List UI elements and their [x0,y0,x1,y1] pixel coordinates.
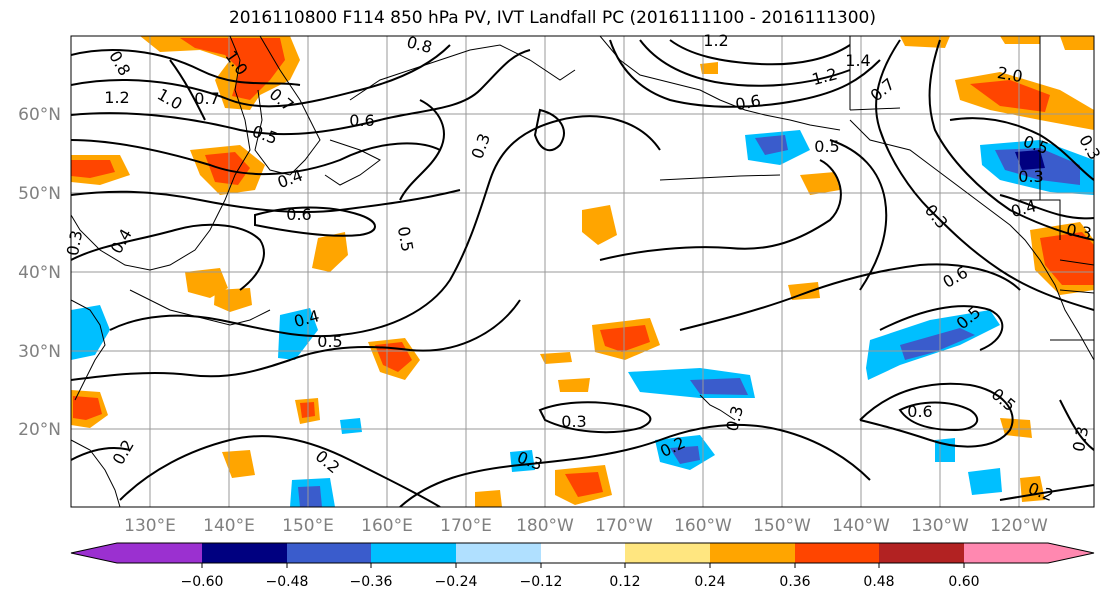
colorbar-segment [541,543,625,563]
colorbar-extend-min [71,543,117,563]
strong-positive-anomaly-region [600,325,650,352]
colorbar-tick-label: −0.48 [266,574,309,590]
colorbar-tick-label: −0.24 [435,574,478,590]
contour-label: 2.0 [996,63,1024,86]
lon-label: 180°W [516,516,574,536]
contour-label: 0.5 [814,137,839,156]
strong-negative-anomaly-region [298,486,322,507]
lon-label: 130°E [124,516,176,536]
map-title: 2016110800 F114 850 hPa PV, IVT Landfall… [228,8,876,28]
contour-label: 0.3 [561,412,586,431]
graticule [71,36,1094,507]
colorbar-tick-label: 0.48 [863,574,894,590]
contour-label: 0.3 [63,229,86,257]
colorbar-segment [202,543,287,563]
lon-label: 160°W [674,516,732,536]
colorbar-segment [371,543,456,563]
contour-label: 0.6 [349,111,374,130]
colorbar-ticks [201,563,965,568]
colorbar-segment [117,543,202,563]
pv-contours [71,39,1094,507]
lon-label: 140°E [203,516,255,536]
lat-label: 50°N [18,184,61,204]
colorbar-tick-label: −0.36 [350,574,393,590]
colorbar-segment [456,543,541,563]
contour-label: 0.3 [1069,425,1092,453]
colorbar-segment [795,543,879,563]
lon-label: 140°W [832,516,890,536]
colorbar: −0.60 −0.48 −0.36 −0.24 −0.12 0.12 0.24 … [70,542,1095,590]
contour-label: 0.7 [194,89,219,108]
colorbar-tick-labels: −0.60 −0.48 −0.36 −0.24 −0.12 0.12 0.24 … [181,574,980,590]
contour-label: 0.3 [1018,167,1043,186]
contour-label: 1.2 [703,31,728,50]
map-frame [70,35,1095,508]
contour-label: 0.5 [317,332,342,351]
positive-anomaly-region [1000,36,1040,44]
lat-label: 60°N [18,105,61,125]
colorbar-outline [70,542,1095,564]
negative-anomaly-region [71,305,110,360]
coastlines [71,36,1094,507]
colorbar-tick-label: 0.12 [609,574,640,590]
longitude-labels: 130°E 140°E 150°E 160°E 170°E 180°W 170°… [124,516,1048,536]
strong-positive-anomaly-region [180,38,285,100]
lat-label: 40°N [18,263,61,283]
lon-label: 160°E [361,516,413,536]
negative-anomaly-region [510,450,535,472]
contour-label: 0.6 [286,205,311,224]
lat-label: 20°N [18,420,61,440]
contour-label: 0.5 [394,225,417,253]
lon-label: 130°W [911,516,969,536]
lon-label: 170°E [440,516,492,536]
colorbar-segment [879,543,964,563]
lon-label: 120°W [990,516,1048,536]
positive-anomaly-region [214,288,252,312]
strong-positive-anomaly-region [71,160,115,178]
positive-anomaly-region [312,232,348,272]
strong-negative-anomaly-region [755,135,788,155]
positive-anomaly-region [558,378,590,392]
lat-label: 30°N [18,342,61,362]
contour-label: 0.6 [734,91,762,114]
contour-label: 1.4 [845,51,870,70]
strong-negative-anomaly-region [900,328,975,360]
positive-anomaly-region [700,62,718,74]
strong-positive-anomaly-region [205,152,250,185]
positive-anomaly-region [1060,36,1094,50]
colorbar-tick-label: −0.60 [181,574,224,590]
positive-anomaly-region [540,352,572,364]
colorbar-extend-max [1048,543,1094,563]
latitude-labels: 60°N 50°N 40°N 30°N 20°N [18,105,61,440]
contour-label: 0.3 [1065,220,1093,243]
negative-anomaly-region [340,418,362,434]
colorbar-segment [964,543,1048,563]
extreme-negative-anomaly-region [1015,150,1045,170]
colorbar-tick-label: 0.36 [779,574,810,590]
strong-positive-anomaly-region [565,472,603,497]
colorbar-tick-label: 0.60 [948,574,979,590]
colorbar-tick-label: 0.24 [694,574,725,590]
colorbar-segment [625,543,710,563]
colorbar-segment [287,543,371,563]
colorbar-tick-label: −0.12 [520,574,563,590]
contour-label: 0.6 [907,402,932,421]
strong-positive-anomaly-region [73,396,102,420]
lon-label: 150°E [282,516,334,536]
strong-negative-anomaly-region [690,378,748,395]
contour-label: 1.2 [104,88,129,107]
positive-anomaly-region [800,172,840,195]
negative-anomaly-region [968,468,1002,495]
positive-anomaly-region [475,490,502,507]
strong-negative-anomaly-region [670,446,700,464]
lon-label: 170°W [595,516,653,536]
lon-label: 150°W [753,516,811,536]
colorbar-segment [710,543,795,563]
positive-anomaly-region [222,450,255,478]
positive-anomaly-region [582,205,617,245]
strong-positive-anomaly-region [970,80,1050,112]
